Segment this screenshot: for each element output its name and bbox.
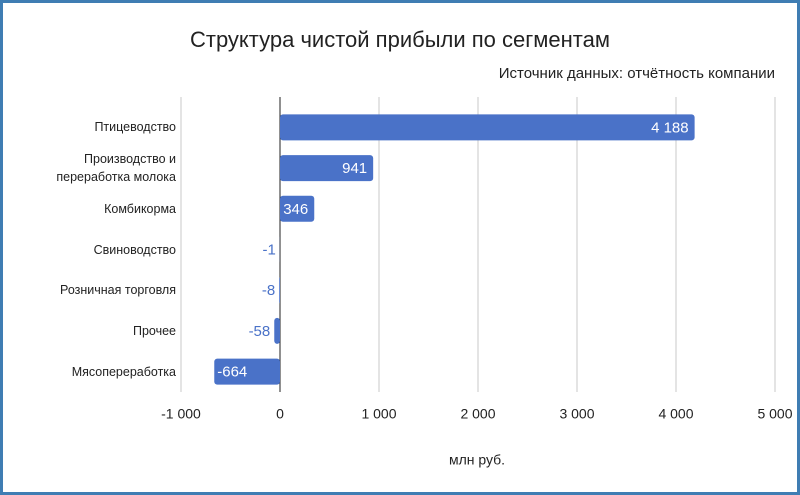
value-label: 941 [342,160,367,177]
value-label: -664 [217,364,247,381]
x-tick-label: 1 000 [361,406,396,422]
y-tick-label: Производство и переработка молока [56,152,176,185]
x-axis-label: млн руб. [449,452,505,468]
bar [274,317,280,344]
y-tick-label: Мясопереработка [71,364,176,379]
y-tick-label: Прочее [132,323,176,338]
value-label: -1 [263,241,276,258]
bar [280,195,315,222]
value-label: 4 188 [651,119,689,136]
y-tick-label: Свиноводство [93,242,176,257]
chart-subtitle: Источник данных: отчётность компании [499,65,775,82]
value-label: 346 [283,201,308,218]
bar [279,277,280,304]
x-tick-label: 3 000 [559,406,594,422]
chart-title: Структура чистой прибыли по сегментам [190,27,610,52]
bar [280,114,695,141]
bar [214,358,280,385]
y-tick-label: Комбикорма [104,201,176,216]
x-tick-label: 4 000 [658,406,693,422]
y-tick-label: Розничная торговля [60,283,176,298]
x-tick-label: 5 000 [757,406,792,422]
value-label: -8 [262,282,275,299]
x-tick-label: -1 000 [161,406,201,422]
x-tick-label: 0 [276,406,284,422]
value-label: -58 [249,323,271,340]
x-tick-label: 2 000 [460,406,495,422]
y-tick-label: Птицеводство [94,120,176,135]
bar [280,155,374,182]
